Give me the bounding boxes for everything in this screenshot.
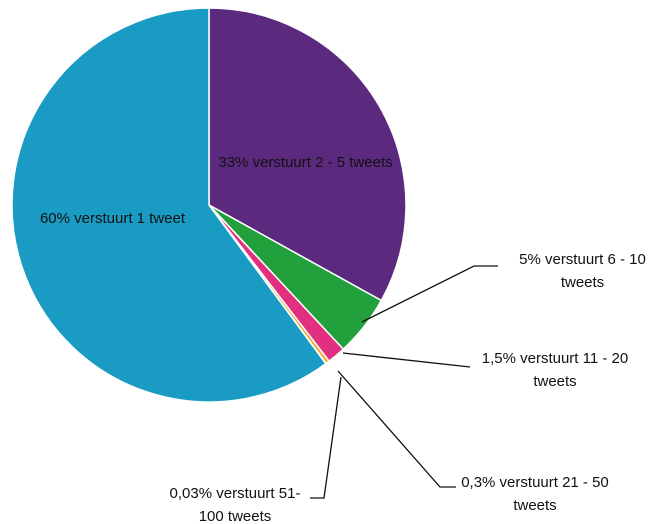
slice-label: 1,5% verstuurt 11 - 20 tweets [481, 350, 629, 390]
leader-line [342, 352, 471, 368]
pie-slice [208, 7, 407, 302]
slice-label: 60% verstuurt 1 tweet [39, 210, 186, 227]
leader-line [337, 370, 456, 488]
slice-label: 5% verstuurt 6 - 10 tweets [519, 251, 646, 291]
slice-label: 33% verstuurt 2 - 5 tweets [218, 154, 393, 171]
slice-label: 0,03% verstuurt 51-100 tweets [169, 485, 301, 524]
leader-line [361, 265, 498, 323]
leader-line [310, 376, 342, 499]
slice-label: 0,3% verstuurt 21 - 50 tweets [461, 474, 609, 514]
pie-slice [11, 7, 327, 403]
